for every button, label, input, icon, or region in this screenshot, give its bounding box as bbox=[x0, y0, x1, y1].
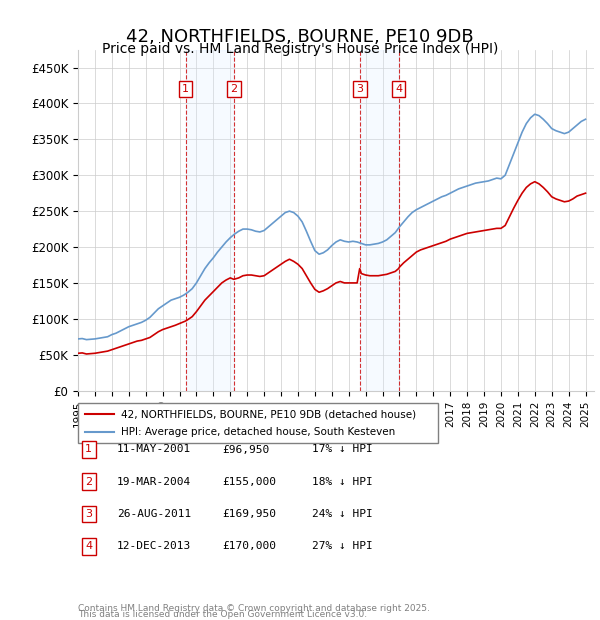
Text: Price paid vs. HM Land Registry's House Price Index (HPI): Price paid vs. HM Land Registry's House … bbox=[102, 42, 498, 56]
Text: 27% ↓ HPI: 27% ↓ HPI bbox=[312, 541, 373, 551]
FancyBboxPatch shape bbox=[78, 403, 438, 443]
Text: 2: 2 bbox=[230, 84, 238, 94]
Text: 17% ↓ HPI: 17% ↓ HPI bbox=[312, 445, 373, 454]
Text: HPI: Average price, detached house, South Kesteven: HPI: Average price, detached house, Sout… bbox=[121, 427, 395, 437]
Text: £96,950: £96,950 bbox=[222, 445, 269, 454]
Text: 42, NORTHFIELDS, BOURNE, PE10 9DB: 42, NORTHFIELDS, BOURNE, PE10 9DB bbox=[126, 28, 474, 46]
Text: £170,000: £170,000 bbox=[222, 541, 276, 551]
Text: £169,950: £169,950 bbox=[222, 509, 276, 519]
Text: £155,000: £155,000 bbox=[222, 477, 276, 487]
Text: 2: 2 bbox=[85, 477, 92, 487]
Text: 1: 1 bbox=[85, 445, 92, 454]
Text: 19-MAR-2004: 19-MAR-2004 bbox=[117, 477, 191, 487]
Text: 12-DEC-2013: 12-DEC-2013 bbox=[117, 541, 191, 551]
Text: 42, NORTHFIELDS, BOURNE, PE10 9DB (detached house): 42, NORTHFIELDS, BOURNE, PE10 9DB (detac… bbox=[121, 409, 416, 419]
Text: 4: 4 bbox=[395, 84, 402, 94]
Text: 18% ↓ HPI: 18% ↓ HPI bbox=[312, 477, 373, 487]
Text: 3: 3 bbox=[356, 84, 363, 94]
Text: Contains HM Land Registry data © Crown copyright and database right 2025.: Contains HM Land Registry data © Crown c… bbox=[78, 603, 430, 613]
Text: 24% ↓ HPI: 24% ↓ HPI bbox=[312, 509, 373, 519]
Bar bbox=[185, 50, 234, 391]
Text: 3: 3 bbox=[85, 509, 92, 519]
Bar bbox=[359, 50, 398, 391]
Text: 4: 4 bbox=[85, 541, 92, 551]
Text: 26-AUG-2011: 26-AUG-2011 bbox=[117, 509, 191, 519]
Text: This data is licensed under the Open Government Licence v3.0.: This data is licensed under the Open Gov… bbox=[78, 609, 367, 619]
Text: 1: 1 bbox=[182, 84, 189, 94]
Text: 11-MAY-2001: 11-MAY-2001 bbox=[117, 445, 191, 454]
